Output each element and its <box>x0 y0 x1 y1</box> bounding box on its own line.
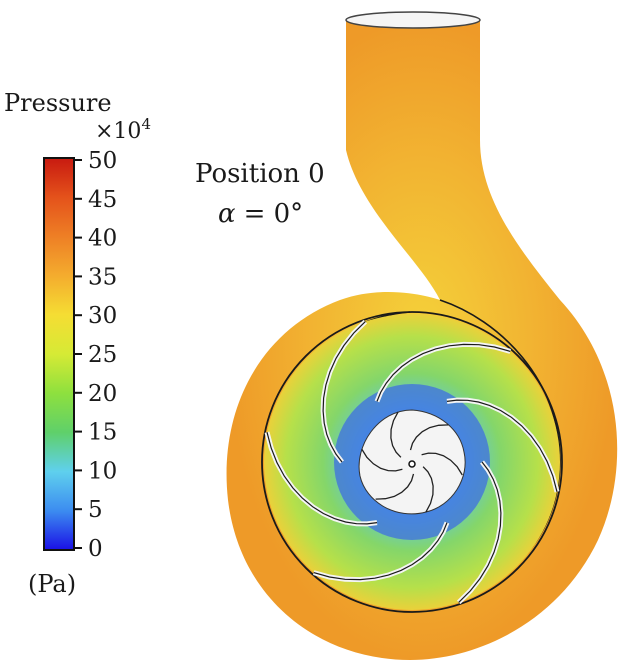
colorbar-tick-label: 20 <box>88 381 117 407</box>
colorbar-tick-label: 25 <box>88 342 117 368</box>
impeller-blade-outline <box>458 461 502 603</box>
colorbar-tick-label: 35 <box>88 264 117 290</box>
impeller-blade-outline <box>322 321 366 463</box>
colorbar-tick-label: 15 <box>88 420 117 446</box>
hub-vane <box>361 448 403 472</box>
hub-vane <box>422 466 434 513</box>
position-label: Position 0 <box>195 159 325 189</box>
legend-title: Pressure <box>4 89 112 117</box>
impeller-blade-outline <box>376 343 511 402</box>
impeller-blade-outline <box>266 432 378 525</box>
legend-unit: (Pa) <box>28 570 76 598</box>
legend-multiplier: ×104 <box>95 115 151 144</box>
hub-vane <box>409 424 449 451</box>
hub-vanes <box>361 411 463 513</box>
shaft-center <box>408 460 416 468</box>
impeller-blades <box>264 319 560 605</box>
impeller-shroud-outline <box>261 311 563 613</box>
position-annotation: Position 0 α = 0° <box>195 159 325 229</box>
colorbar-tick-label: 5 <box>88 497 103 523</box>
impeller <box>261 311 563 613</box>
colorbar-tick-label: 50 <box>88 148 117 174</box>
discharge-outlet <box>345 11 481 29</box>
hub-vane <box>421 452 463 476</box>
colorbar-tick-label: 30 <box>88 303 117 329</box>
colorbar-tick-label: 45 <box>88 187 117 213</box>
colorbar <box>43 157 75 551</box>
hub-vane <box>375 473 415 500</box>
hub-vane <box>390 411 402 458</box>
colorbar-tick-label: 10 <box>88 458 117 484</box>
impeller-blade-outline <box>446 399 558 492</box>
colorbar-tick-label: 0 <box>88 536 103 562</box>
alpha-label: α = 0° <box>218 199 303 229</box>
colorbar-tick-label: 40 <box>88 226 117 252</box>
impeller-blade-outline <box>313 522 448 581</box>
